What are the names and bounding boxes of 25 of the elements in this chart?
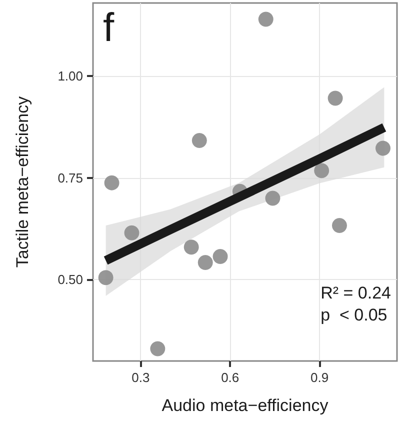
point bbox=[314, 163, 330, 178]
x-tick-label: 0.6 bbox=[221, 370, 240, 385]
point bbox=[212, 248, 228, 264]
x-tick-label: 0.9 bbox=[310, 370, 329, 385]
point bbox=[332, 218, 347, 234]
y-axis-title: Tactile meta−efficiency bbox=[13, 96, 32, 268]
x-tick-label: 0.3 bbox=[132, 370, 150, 385]
point bbox=[98, 270, 114, 286]
point bbox=[124, 225, 140, 240]
annotation: p < 0.05 bbox=[320, 306, 388, 324]
point bbox=[198, 255, 213, 270]
point bbox=[328, 90, 343, 106]
y-tick-label: 0.50 bbox=[58, 272, 83, 288]
point bbox=[192, 133, 207, 148]
x-axis-title: Audio meta−efficiency bbox=[162, 396, 329, 415]
point bbox=[104, 175, 120, 190]
point bbox=[376, 140, 390, 156]
annotation: R² = 0.24 bbox=[320, 284, 392, 302]
point bbox=[184, 240, 199, 255]
point bbox=[258, 12, 274, 27]
annotation: f bbox=[103, 6, 115, 50]
point bbox=[150, 341, 166, 356]
y-tick-label: 0.75 bbox=[58, 170, 83, 186]
y-tick-label: 1.00 bbox=[58, 68, 83, 84]
point bbox=[265, 190, 280, 206]
